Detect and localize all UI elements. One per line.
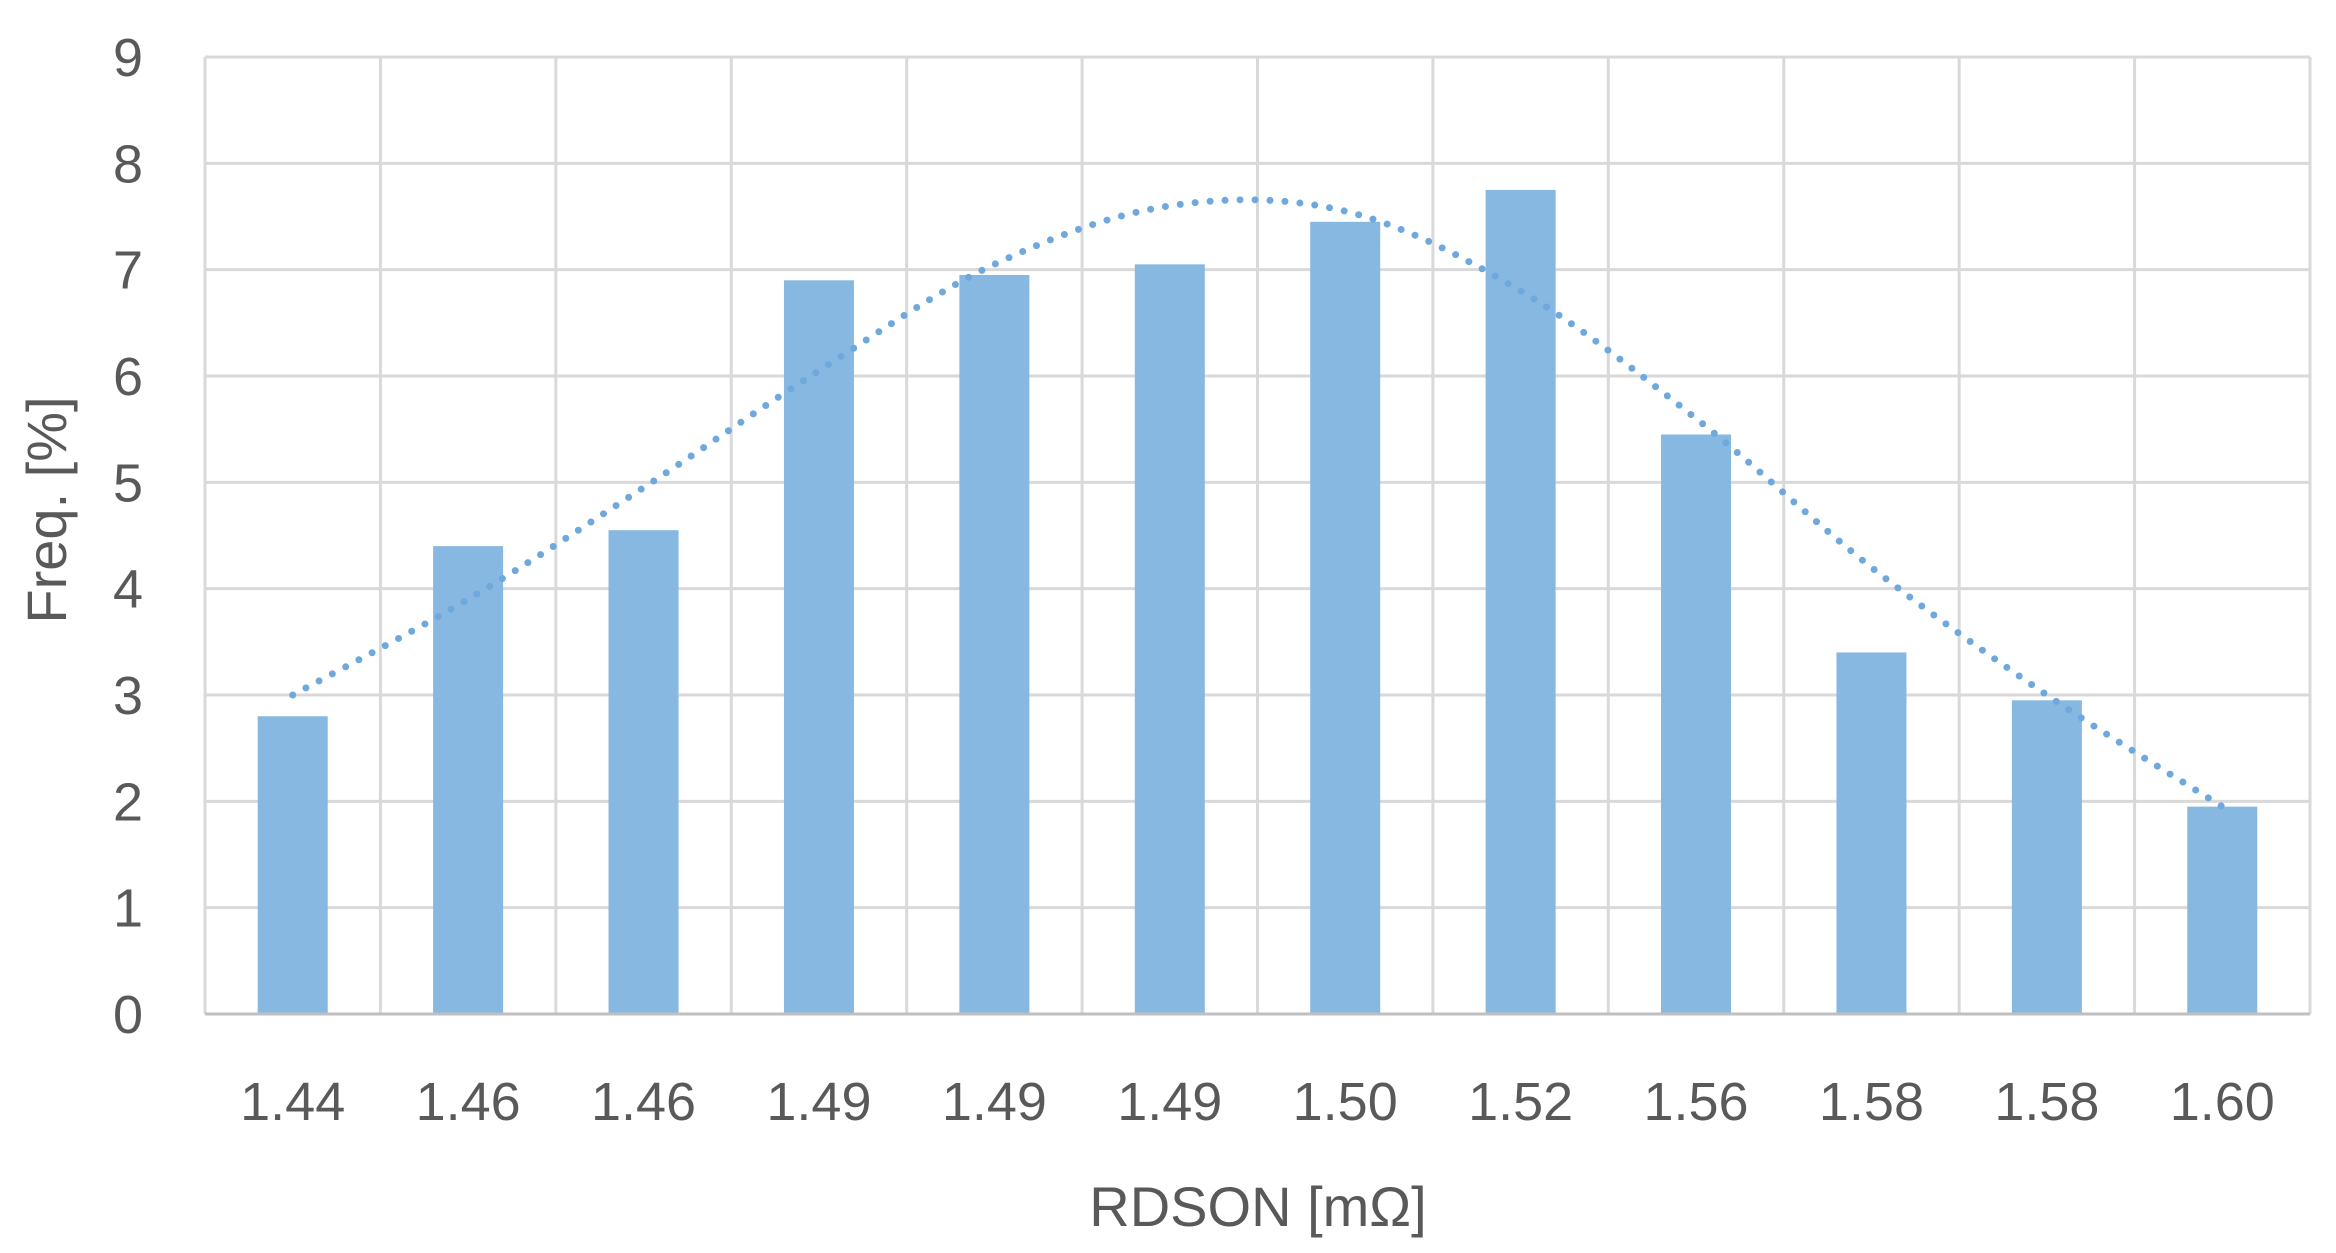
- bars: [257, 189, 2258, 1015]
- x-axis-title: RDSON [mΩ]: [1089, 1175, 1426, 1238]
- y-tick-label: 5: [113, 453, 143, 513]
- bar: [783, 280, 854, 1014]
- y-tick-label: 8: [113, 134, 143, 194]
- bar: [1836, 652, 1907, 1014]
- y-tick-label: 9: [113, 28, 143, 88]
- x-tick-label: 1.56: [1643, 1072, 1748, 1132]
- bar: [608, 530, 679, 1014]
- x-tick-label: 1.46: [591, 1072, 696, 1132]
- x-tick-label: 1.49: [942, 1072, 1047, 1132]
- y-tick-label: 7: [113, 241, 143, 301]
- trendline: [289, 196, 2226, 811]
- x-tick-label: 1.49: [1117, 1072, 1222, 1132]
- trendline-group: [289, 196, 2226, 811]
- x-tick-label: 1.50: [1293, 1072, 1398, 1132]
- bar: [1661, 434, 1732, 1014]
- x-tick-label: 1.52: [1468, 1072, 1573, 1132]
- x-tick-label: 1.58: [1994, 1072, 2099, 1132]
- bar: [1310, 221, 1381, 1015]
- y-tick-label: 4: [113, 560, 143, 620]
- bar: [2011, 700, 2082, 1014]
- y-tick-label: 0: [113, 985, 143, 1045]
- x-tick-label: 1.46: [416, 1072, 521, 1132]
- x-tick-label: 1.60: [2170, 1072, 2275, 1132]
- bar: [433, 546, 504, 1014]
- x-tick-label: 1.49: [766, 1072, 871, 1132]
- y-tick-label: 3: [113, 666, 143, 726]
- bar: [1485, 189, 1556, 1014]
- bar: [1134, 264, 1205, 1015]
- bar: [257, 716, 328, 1014]
- y-axis-title: Freq. [%]: [15, 396, 78, 623]
- grid: [203, 55, 2312, 1014]
- y-tick-label: 1: [113, 879, 143, 939]
- y-tick-label: 2: [113, 772, 143, 832]
- y-tick-label: 6: [113, 347, 143, 407]
- bar: [959, 274, 1030, 1014]
- x-tick-label: 1.44: [240, 1072, 345, 1132]
- bar: [2187, 806, 2258, 1014]
- x-tick-label: 1.58: [1819, 1072, 1924, 1132]
- y-tick-labels: 0 1 2 3 4 5 6 7 8 9: [113, 28, 143, 1045]
- x-tick-labels: 1.44 1.46 1.46 1.49 1.49 1.49 1.50 1.52 1.56 1.58…: [240, 1072, 2275, 1132]
